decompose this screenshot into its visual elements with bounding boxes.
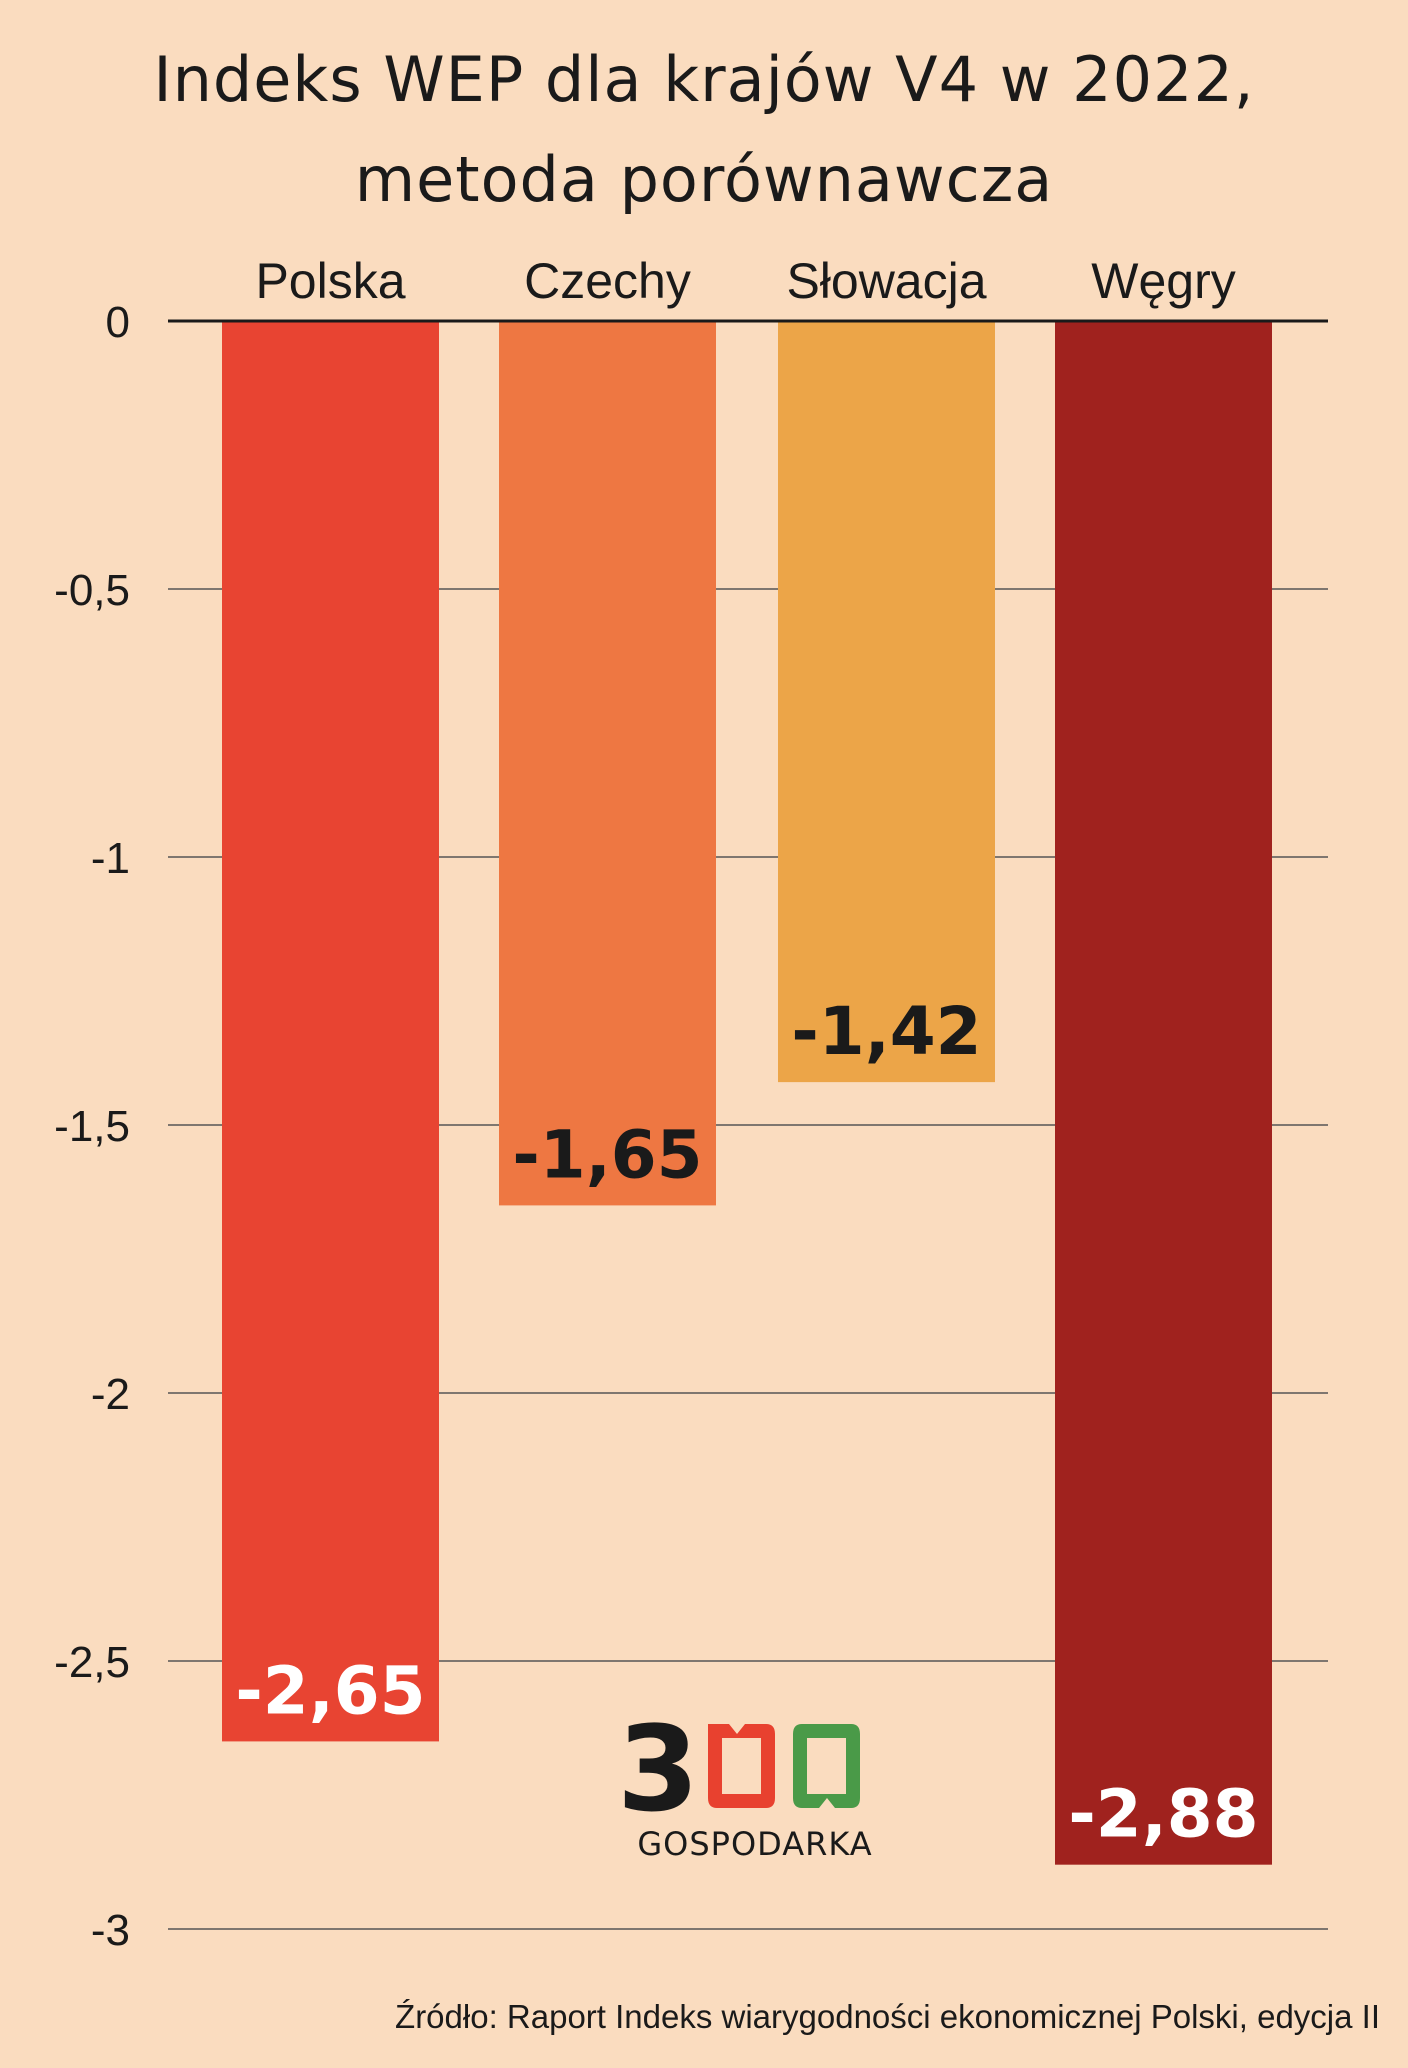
logo-mark: 3 [617,1700,860,1838]
y-tick-label: -3 [91,1906,130,1955]
gospodarka-300-logo: 3 GOSPODARKA [615,1700,905,1870]
y-tick-label: -0,5 [54,566,130,615]
category-label: Słowacja [786,253,986,309]
value-label: -1,65 [512,1116,702,1193]
category-label: Czechy [524,253,691,309]
chart-title-line-1: Indeks WEP dla krajów V4 w 2022, [153,43,1255,116]
source-note: Źródło: Raport Indeks wiarygodności ekon… [395,1998,1380,2035]
y-tick-label: -2,5 [54,1638,130,1687]
y-tick-label: -1 [91,834,130,883]
y-tick-label: -1,5 [54,1102,130,1151]
logo-digit-three: 3 [617,1710,699,1830]
bar-słowacja [778,321,995,1083]
category-label: Węgry [1091,253,1235,309]
logo-zero-red [708,1724,775,1808]
bar-polska [222,321,439,1742]
value-label: -2,88 [1068,1776,1258,1853]
logo-zero-green [793,1724,860,1808]
value-label: -1,42 [791,993,981,1070]
y-tick-label: 0 [106,298,130,347]
bar-węgry [1055,321,1272,1865]
category-label: Polska [255,253,405,309]
bar-czechy [499,321,716,1206]
y-tick-label: -2 [91,1370,130,1419]
logo-wordmark: GOSPODARKA [637,1825,873,1863]
chart-title: Indeks WEP dla krajów V4 w 2022, metoda … [0,30,1408,230]
chart-title-line-2: metoda porównawcza [354,143,1054,216]
value-label: -2,65 [235,1652,425,1729]
